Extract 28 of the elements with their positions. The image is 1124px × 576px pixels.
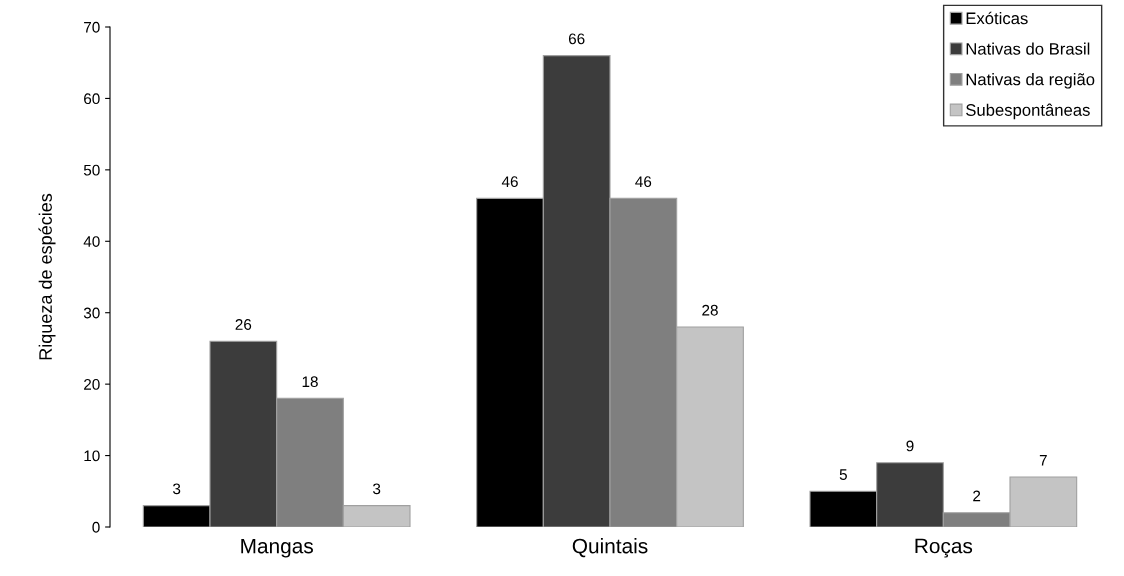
y-tick-label: 40 (83, 236, 100, 247)
data-label: 28 (702, 304, 718, 316)
x-tick-label: Roças (915, 538, 973, 558)
legend-label: Nativas do Brasil (966, 42, 1090, 55)
x-tick-label: Quintais (572, 538, 648, 558)
y-tick-label: 70 (84, 21, 100, 33)
y-tick-label: 30 (83, 307, 100, 319)
data-label: 46 (501, 176, 518, 188)
y-tick-label: 20 (84, 379, 100, 390)
y-tick-label: 10 (84, 450, 100, 462)
data-label: 26 (235, 319, 252, 330)
legend-label: Exóticas (966, 11, 1028, 25)
y-tick-label: 0 (92, 521, 100, 533)
data-label: 3 (373, 483, 381, 495)
data-label: 46 (635, 176, 652, 188)
data-label: 5 (839, 469, 847, 480)
data-label: 2 (973, 490, 981, 502)
data-label: 18 (302, 376, 318, 388)
x-tick-label: Mangas (241, 538, 313, 558)
data-label: 66 (568, 33, 585, 45)
y-tick-label: 60 (84, 93, 100, 105)
data-label: 9 (906, 440, 914, 452)
y-axis-title: Riqueza de espécies (38, 193, 56, 360)
data-label: 7 (1039, 454, 1047, 466)
y-tick-label: 50 (83, 164, 100, 176)
data-label: 3 (173, 483, 181, 495)
legend-label: Nativas da região (966, 73, 1095, 89)
legend-label: Subespontâneas (966, 103, 1090, 120)
